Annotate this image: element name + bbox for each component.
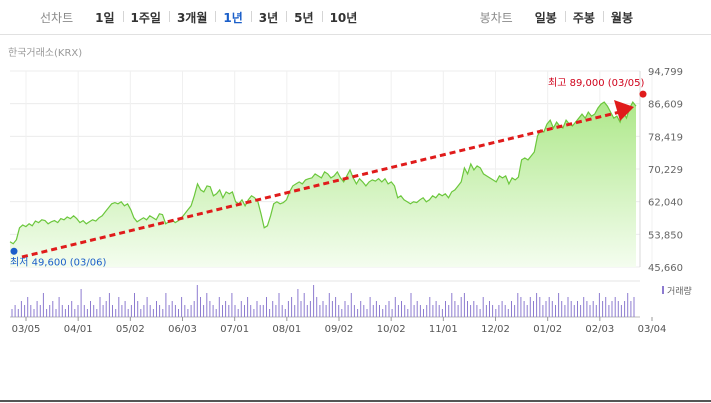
price-area	[10, 102, 636, 267]
bottom-border	[0, 400, 711, 402]
line-period-tab-0[interactable]: 1일	[95, 10, 115, 25]
y-tick-label: 70,229	[648, 165, 683, 176]
y-tick-label: 78,419	[648, 132, 683, 143]
candle-period-tab-1[interactable]: 주봉	[564, 9, 603, 26]
x-tick-label: 08/01	[272, 324, 301, 335]
line-period-tab-3[interactable]: 1년	[215, 9, 250, 26]
low-annotation: 최저 49,600 (03/06)	[10, 256, 106, 268]
x-tick-label: 03/05	[12, 324, 41, 335]
candle-chart-tabs: 봉차트 일봉 주봉 월봉	[480, 0, 641, 34]
high-marker	[639, 90, 647, 98]
data-source-label: 한국거래소(KRX)	[8, 48, 83, 59]
candle-period-tab-2[interactable]: 월봉	[602, 9, 641, 26]
low-marker	[10, 247, 18, 255]
candle-chart-label: 봉차트	[479, 10, 513, 25]
volume-label: 거래량	[667, 285, 692, 297]
x-tick-label: 06/03	[168, 324, 197, 335]
x-tick-label: 03/04	[638, 324, 667, 335]
x-tick-label: 05/02	[116, 324, 145, 335]
x-tick-label: 11/01	[429, 324, 458, 335]
line-period-tab-6[interactable]: 10년	[321, 9, 366, 26]
price-line	[9, 101, 637, 245]
x-tick-label: 10/02	[377, 324, 406, 335]
x-tick-label: 02/03	[585, 324, 614, 335]
y-tick-label: 62,040	[648, 198, 683, 209]
chart-tab-bar: 선차트 1일 1주일 3개월 1년 3년 5년 10년 봉차트 일봉 주봉 월봉	[0, 0, 711, 35]
trend-arrow-line	[21, 110, 621, 259]
y-tick-label: 45,660	[648, 263, 683, 274]
x-tick-label: 01/02	[533, 324, 562, 335]
line-period-tab-2[interactable]: 3개월	[168, 9, 215, 26]
y-tick-label: 86,609	[648, 100, 683, 111]
high-annotation: 최고 89,000 (03/05)	[548, 77, 644, 89]
candle-period-tab-0[interactable]: 일봉	[534, 10, 557, 25]
volume-legend-swatch	[662, 286, 664, 294]
x-tick-label: 12/02	[481, 324, 510, 335]
trend-arrow-head	[614, 100, 634, 121]
y-tick-label: 94,799	[648, 67, 683, 78]
line-chart-label: 선차트	[40, 10, 74, 25]
x-tick-label: 07/01	[220, 324, 249, 335]
x-tick-label: 04/01	[64, 324, 93, 335]
line-period-tab-1[interactable]: 1주일	[122, 9, 169, 26]
line-chart-tabs: 선차트 1일 1주일 3개월 1년 3년 5년 10년	[40, 0, 365, 34]
line-period-tab-4[interactable]: 3년	[250, 9, 286, 26]
y-tick-label: 53,850	[648, 230, 683, 241]
x-tick-label: 09/02	[325, 324, 354, 335]
price-chart: 94,799 86,609 78,419 70,229 62,040 53,850 45,6…	[9, 67, 692, 335]
line-period-tab-5[interactable]: 5년	[286, 9, 321, 26]
